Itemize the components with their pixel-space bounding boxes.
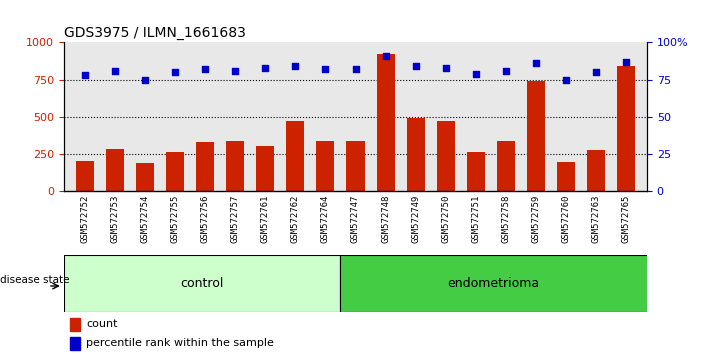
Bar [106,149,124,191]
Bar [466,152,485,191]
Bar [136,163,154,191]
Point [530,61,542,66]
Text: GSM572765: GSM572765 [621,194,631,243]
Bar [76,161,94,191]
Point [289,63,301,69]
Point [200,67,211,72]
Text: GSM572760: GSM572760 [562,194,570,243]
Text: GDS3975 / ILMN_1661683: GDS3975 / ILMN_1661683 [64,26,246,40]
Text: GSM572761: GSM572761 [261,194,270,243]
Bar [70,337,80,350]
Point [230,68,241,74]
Bar [196,142,214,191]
Point [260,65,271,70]
Point [350,67,361,72]
Bar [257,146,274,191]
Bar [64,255,341,312]
Bar [70,318,80,331]
Point [560,77,572,82]
Text: GSM572748: GSM572748 [381,194,390,243]
Bar [617,66,635,191]
Bar [287,120,304,191]
Text: endometrioma: endometrioma [448,277,540,290]
Text: GSM572755: GSM572755 [171,194,180,243]
Point [410,63,422,69]
Text: GSM572764: GSM572764 [321,194,330,243]
Text: GSM572759: GSM572759 [531,194,540,243]
Point [109,68,121,74]
Text: control: control [181,277,224,290]
Point [470,71,481,76]
Bar [316,141,334,191]
Point [440,65,451,70]
Bar [226,141,245,191]
Bar [407,118,424,191]
Text: GSM572762: GSM572762 [291,194,300,243]
Text: GSM572758: GSM572758 [501,194,510,243]
Text: GSM572751: GSM572751 [471,194,480,243]
Text: count: count [86,319,117,329]
Point [320,67,331,72]
Text: GSM572752: GSM572752 [80,194,90,243]
Bar [587,149,605,191]
Point [80,72,91,78]
Text: GSM572756: GSM572756 [201,194,210,243]
Bar [437,120,454,191]
Point [500,68,511,74]
Text: disease state: disease state [1,275,70,285]
Text: GSM572754: GSM572754 [141,194,149,243]
Bar [377,55,395,191]
Bar [346,141,365,191]
Text: GSM572763: GSM572763 [592,194,600,243]
Bar [341,255,662,312]
Bar [166,152,184,191]
Text: percentile rank within the sample: percentile rank within the sample [86,338,274,348]
Text: GSM572750: GSM572750 [441,194,450,243]
Bar [497,141,515,191]
Bar [557,162,575,191]
Bar [527,81,545,191]
Point [139,77,151,82]
Point [169,69,181,75]
Text: GSM572753: GSM572753 [111,194,119,243]
Text: GSM572757: GSM572757 [231,194,240,243]
Point [590,69,602,75]
Text: GSM572747: GSM572747 [351,194,360,243]
Point [380,53,391,59]
Point [620,59,631,65]
Text: GSM572749: GSM572749 [411,194,420,243]
